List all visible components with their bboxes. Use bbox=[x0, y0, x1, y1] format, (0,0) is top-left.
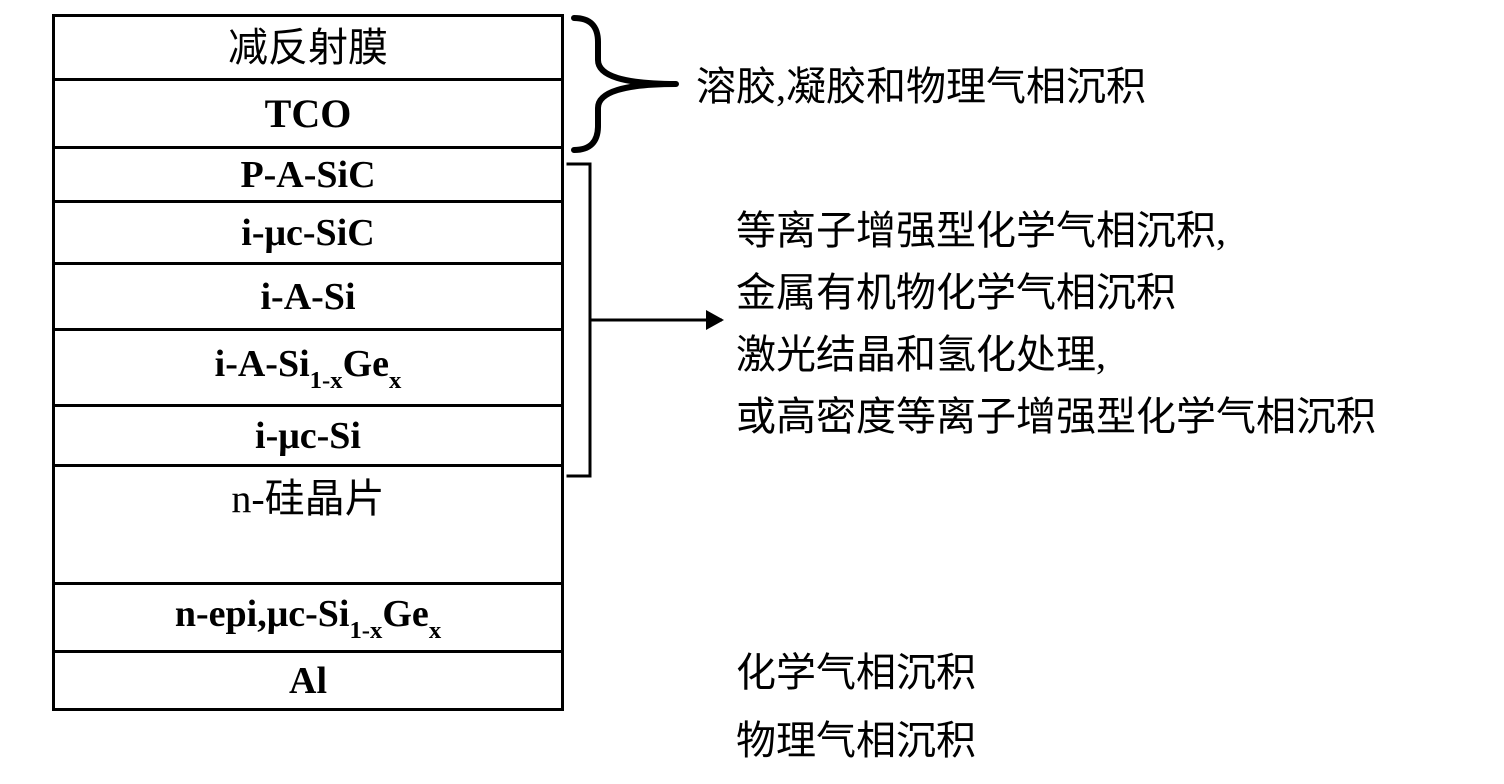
layer-label-i-a-si: i-A-Si bbox=[261, 278, 356, 316]
layer-n-epi: n-epi,μc-Si1-xGex bbox=[55, 585, 561, 653]
layer-tco: TCO bbox=[55, 81, 561, 149]
layer-p-a-sic: P-A-SiC bbox=[55, 149, 561, 203]
layer-label-i-uc-sic: i-μc-SiC bbox=[241, 214, 374, 252]
layer-label-tco: TCO bbox=[265, 94, 352, 134]
layer-label-i-a-sige: i-A-Si1-xGex bbox=[215, 345, 402, 390]
layer-i-uc-sic: i-μc-SiC bbox=[55, 203, 561, 265]
anno-mid-line: 激光结晶和氢化处理, bbox=[736, 324, 1376, 386]
anno-pvd-line: 物理气相沉积 bbox=[736, 710, 976, 772]
layer-al: Al bbox=[55, 653, 561, 711]
layer-label-ar: 减反射膜 bbox=[228, 28, 388, 68]
layer-n-wafer: n-硅晶片 bbox=[55, 467, 561, 585]
anno-mid-line: 金属有机物化学气相沉积 bbox=[736, 262, 1376, 324]
anno-mid-line: 等离子增强型化学气相沉积, bbox=[736, 200, 1376, 262]
anno-top: 溶胶,凝胶和物理气相沉积 bbox=[696, 56, 1146, 118]
anno-cvd: 化学气相沉积 bbox=[736, 642, 976, 704]
anno-top-line: 溶胶,凝胶和物理气相沉积 bbox=[696, 56, 1146, 118]
layer-i-a-si: i-A-Si bbox=[55, 265, 561, 331]
anno-mid-line: 或高密度等离子增强型化学气相沉积 bbox=[736, 386, 1376, 448]
layer-i-a-sige: i-A-Si1-xGex bbox=[55, 331, 561, 407]
layer-ar: 减反射膜 bbox=[55, 17, 561, 81]
bracket-arrow bbox=[564, 160, 728, 480]
curly-brace bbox=[570, 14, 680, 154]
layer-label-n-wafer: n-硅晶片 bbox=[231, 479, 384, 519]
layer-stack: 减反射膜 TCO P-A-SiC i-μc-SiC i-A-Si i-A-Si1-xGex… bbox=[52, 14, 564, 711]
layer-label-p-a-sic: P-A-SiC bbox=[240, 156, 375, 194]
anno-cvd-line: 化学气相沉积 bbox=[736, 642, 976, 704]
layer-label-i-uc-si: i-μc-Si bbox=[255, 417, 361, 455]
layer-i-uc-si: i-μc-Si bbox=[55, 407, 561, 467]
layer-label-al: Al bbox=[289, 662, 327, 700]
anno-mid: 等离子增强型化学气相沉积,金属有机物化学气相沉积激光结晶和氢化处理,或高密度等离… bbox=[736, 200, 1376, 448]
layer-label-n-epi: n-epi,μc-Si1-xGex bbox=[175, 595, 441, 640]
anno-pvd: 物理气相沉积 bbox=[736, 710, 976, 772]
